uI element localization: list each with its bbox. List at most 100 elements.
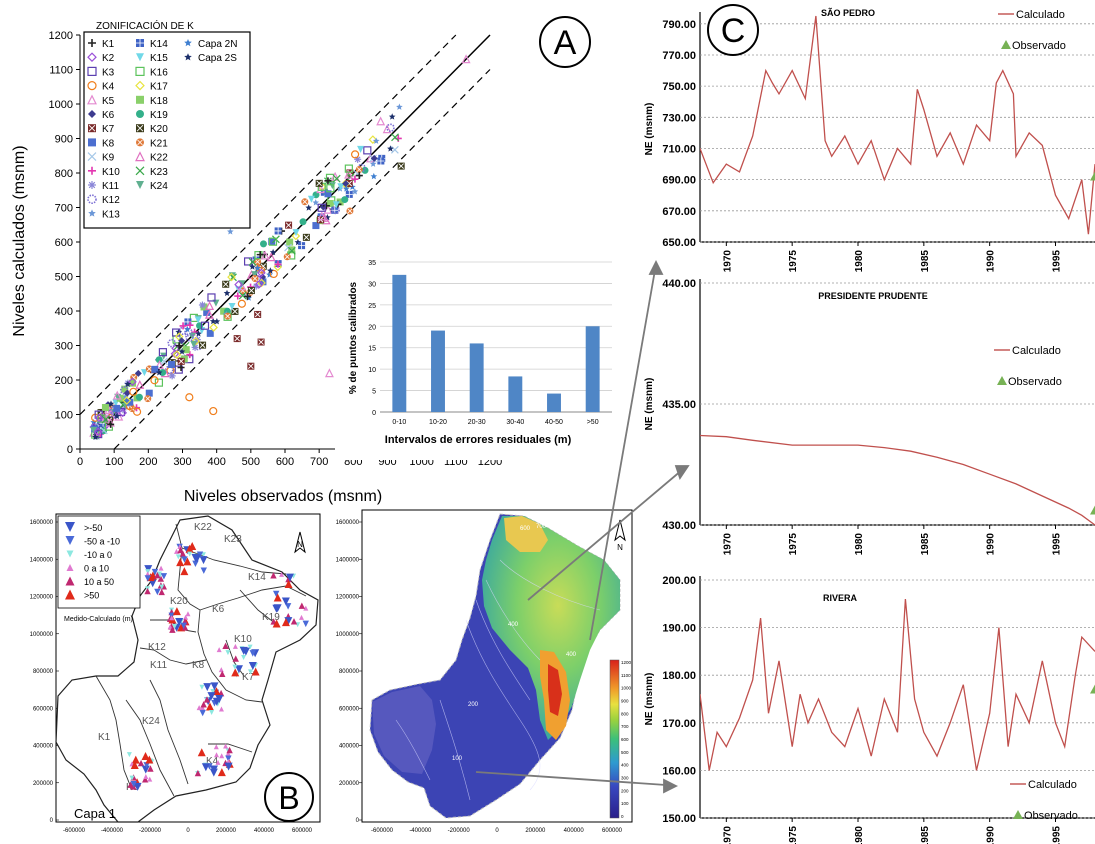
scatter-point xyxy=(145,365,153,373)
map-x-tick-label: -400000 xyxy=(101,828,124,834)
scatter-point xyxy=(254,258,262,266)
scatter-x-tick-label: 600 xyxy=(276,456,294,468)
map-residual-point xyxy=(232,643,238,649)
scatter-point xyxy=(251,275,259,283)
scatter-point xyxy=(247,287,255,295)
scatter-legend: ZONIFICACIÓN DE K K1 K2 K3 K4 K5 K6 K7 K8 K9 K10 K… xyxy=(83,19,251,229)
map-residual-point xyxy=(147,776,153,782)
scatter-point xyxy=(268,237,278,246)
panel-label-c: C xyxy=(707,4,759,56)
hydro-y-tick-label: 670.00 xyxy=(662,206,696,218)
map-residual-point xyxy=(205,702,214,711)
inset-y-tick-label: 25 xyxy=(368,303,376,310)
scatter-axes: 0 100 200 300 400 500 600 700 800 900 1000 1100 1200… xyxy=(49,30,503,468)
map-residual-point xyxy=(175,617,184,626)
scatter-point xyxy=(207,293,216,302)
panel-a-scatter: 0 100 200 300 400 500 600 700 800 900 1000 1100 1200… xyxy=(11,16,625,505)
map-residual-point xyxy=(201,763,210,772)
map-legend-label: 0 a 10 xyxy=(84,564,109,574)
scatter-point xyxy=(326,200,334,208)
scatter-point xyxy=(390,145,399,154)
hydro-y-axis-label: NE (msnm) xyxy=(644,673,655,726)
scatter-point xyxy=(354,155,362,163)
hydro-y-tick-label: 750.00 xyxy=(662,81,696,93)
scatter-point xyxy=(101,415,110,424)
inset-histogram: 0 5 10 15 20 25 30 35 0-10 10-20 20-30 30-40 40-50 >… xyxy=(335,252,625,460)
legend-label: Capa 2S xyxy=(198,53,237,64)
map-residual-point xyxy=(157,571,163,577)
map-residual-point xyxy=(241,654,247,660)
hydro-x-tick-label: 1995 xyxy=(1052,533,1063,556)
scatter-point xyxy=(112,390,122,400)
hydro-legend-calculado: Calculado xyxy=(1012,345,1061,357)
legend-marker-k16 xyxy=(135,66,145,77)
scatter-point xyxy=(135,393,143,401)
scatter-point xyxy=(237,299,246,308)
scatter-y-tick-label: 300 xyxy=(55,341,73,353)
scatter-point xyxy=(177,357,185,365)
scatter-y-tick-label: 800 xyxy=(55,168,73,180)
map-residual-point xyxy=(172,607,181,616)
map-residual-point xyxy=(154,571,161,579)
map-x-tick-label: 200000 xyxy=(525,828,546,834)
scatter-point xyxy=(355,165,363,173)
connector-arrows xyxy=(475,259,690,794)
map-piezometry: 0 200000 400000 600000 800000 1000000 1200000 1… xyxy=(336,509,633,834)
map-residual-point xyxy=(247,644,253,650)
map-residual-point xyxy=(200,705,206,711)
scatter-point xyxy=(213,318,221,325)
map-residual-point xyxy=(197,748,206,757)
scatter-point xyxy=(346,207,354,215)
map-residual-point xyxy=(183,557,192,566)
scatter-point xyxy=(145,389,153,397)
map-residual-point xyxy=(148,579,157,588)
panel-letter-a: A xyxy=(554,24,577,62)
scatter-point xyxy=(369,160,377,167)
map-x-tick-label: 0 xyxy=(495,828,499,834)
scatter-y-tick-label: 0 xyxy=(67,444,73,456)
scatter-point xyxy=(129,379,137,387)
colorbar-tick-label: 300 xyxy=(621,776,629,781)
hydro-x-tick-label: 1990 xyxy=(986,250,997,273)
scatter-legend-title: ZONIFICACIÓN DE K xyxy=(96,19,194,32)
scatter-point xyxy=(155,356,163,364)
map-residual-point xyxy=(231,668,240,677)
panel-letter-c: C xyxy=(721,12,746,50)
hydro-title: RIVERA xyxy=(823,593,858,603)
scatter-point xyxy=(122,396,132,405)
map-residual-point xyxy=(273,593,282,602)
scatter-point xyxy=(178,348,186,355)
map-residual-point xyxy=(180,567,189,576)
scatter-point xyxy=(305,204,312,211)
map-residual-point xyxy=(285,573,294,582)
map-residual-point xyxy=(145,755,154,764)
inset-category-label: 40-50 xyxy=(545,419,563,426)
map-residual-point xyxy=(158,565,164,571)
piezometric-surface-peak xyxy=(548,664,562,716)
scatter-point xyxy=(200,321,210,330)
map-residual-point xyxy=(234,665,243,674)
map-y-tick-label: 400000 xyxy=(33,744,54,750)
map-residual-point xyxy=(137,759,145,767)
legend-marker-k2 xyxy=(87,52,97,63)
scatter-point xyxy=(186,321,194,329)
map-y-tick-label: 1400000 xyxy=(30,557,54,563)
scatter-point xyxy=(204,309,214,319)
legend-label: K1 xyxy=(102,39,115,50)
scatter-point xyxy=(294,238,302,246)
legend-label: K15 xyxy=(150,53,168,64)
map-residual-point xyxy=(203,683,212,692)
legend-label: K16 xyxy=(150,67,168,78)
piezometric-surface-north xyxy=(504,516,548,552)
map-residual-point xyxy=(232,655,239,662)
map-residual-point xyxy=(222,642,229,650)
map-x-tick-label: 400000 xyxy=(564,828,585,834)
hydro-legend-calculado: Calculado xyxy=(1016,9,1065,21)
hydro-x-tick-label: 1975 xyxy=(788,250,799,273)
hydro-y-axis-label: NE (msnm) xyxy=(644,103,655,156)
map-legend-marker xyxy=(65,576,75,586)
scatter-point xyxy=(317,203,326,212)
map-residual-point xyxy=(219,670,226,677)
hydro-observed-marker xyxy=(1090,684,1095,694)
